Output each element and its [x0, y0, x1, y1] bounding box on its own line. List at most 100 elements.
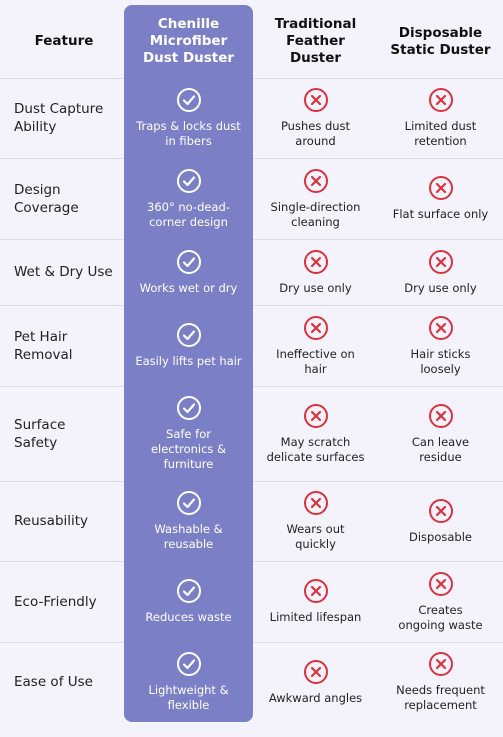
text-line: Reduces waste: [145, 610, 232, 624]
row-divider: [0, 158, 124, 159]
text-line: Dust Capture: [14, 101, 104, 117]
header-cell: Chenille Microfiber Dust Duster: [124, 5, 253, 78]
check-icon: [176, 249, 201, 274]
text-line: Traditional: [274, 16, 357, 32]
text-line: Removal: [14, 346, 73, 363]
text-line: Feather: [286, 33, 345, 49]
row-divider: [0, 305, 124, 306]
text-line: flexible: [167, 698, 210, 712]
cross-icon: [303, 491, 328, 515]
cross-icon: [303, 659, 328, 684]
row-divider: [253, 481, 503, 482]
feature-cell: Eco-Friendly: [14, 561, 122, 642]
cross-icon: [303, 579, 328, 603]
cross-icon: [303, 315, 328, 340]
feature-cell: Pet Hair Removal: [14, 305, 122, 386]
comparison-cell: Wears out quickly: [253, 481, 378, 561]
text-line: Ease of Use: [14, 674, 93, 690]
comparison-cell: Lightweight & flexible: [124, 642, 253, 722]
text-line: Lightweight &: [148, 683, 229, 697]
row-divider: [0, 78, 124, 79]
cross-icon: [303, 403, 328, 428]
comparison-cell: Reduces waste: [124, 561, 253, 642]
row-divider: [0, 642, 124, 643]
comparison-cell: Traps & locks dust in fibers: [124, 78, 253, 158]
comparison-cell: May scratch delicate surfaces: [253, 386, 378, 481]
cross-icon: [428, 571, 453, 596]
row-divider: [253, 561, 503, 562]
row-divider: [0, 239, 124, 240]
cross-icon: [428, 652, 453, 676]
text-line: furniture: [163, 457, 214, 471]
text-line: electronics &: [150, 442, 227, 456]
text-line: Pushes dust: [280, 119, 351, 133]
text-line: ongoing waste: [398, 617, 483, 632]
text-line: Hair sticks: [410, 346, 471, 361]
comparison-cell: 360° no-dead-corner design: [124, 158, 253, 239]
text-line: corner design: [149, 214, 228, 229]
text-line: Easily lifts pet hair: [135, 354, 242, 368]
text-line: reusable: [163, 537, 214, 551]
feature-cell: Wet & Dry Use: [14, 239, 122, 305]
feature-cell: Surface Safety: [14, 386, 122, 481]
feature-cell: Design Coverage: [14, 158, 122, 239]
text-line: delicate surfaces: [266, 449, 365, 464]
row-divider: [253, 642, 503, 643]
text-line: Reusability: [14, 513, 89, 529]
text-line: Ineffective on: [276, 346, 355, 361]
row-divider: [253, 305, 503, 306]
text-line: Pet Hair: [14, 328, 68, 345]
comparison-cell: Limited lifespan: [253, 561, 378, 642]
text-line: around: [295, 134, 336, 148]
text-line: Duster: [289, 50, 342, 66]
row-divider: [253, 78, 503, 79]
text-line: Design: [14, 181, 61, 198]
text-line: Wears out: [286, 522, 345, 536]
cross-icon: [428, 498, 453, 523]
check-icon: [176, 88, 201, 112]
cross-icon: [303, 249, 328, 274]
comparison-cell: Ineffective on hair: [253, 305, 378, 386]
comparison-cell: Works wet or dry: [124, 239, 253, 305]
feature-cell: Ease of Use: [14, 642, 122, 722]
cross-icon: [303, 88, 328, 112]
text-line: Disposable: [398, 24, 483, 41]
text-line: Can leave: [411, 434, 470, 449]
row-divider: [0, 481, 124, 482]
comparison-cell: Can leave residue: [378, 386, 503, 481]
check-icon: [176, 652, 201, 676]
text-line: quickly: [295, 537, 336, 551]
cross-icon: [428, 403, 453, 428]
comparison-cell: Dry use only: [253, 239, 378, 305]
text-line: Safety: [14, 434, 58, 451]
text-line: Dry use only: [279, 280, 352, 295]
text-line: Limited dust: [404, 119, 477, 133]
header-cell: Traditional Feather Duster: [253, 5, 378, 78]
text-line: Traps & locks dust: [136, 119, 241, 133]
comparison-cell: Single-direction cleaning: [253, 158, 378, 239]
comparison-cell: Hair sticks loosely: [378, 305, 503, 386]
cross-icon: [428, 315, 453, 340]
text-line: Coverage: [14, 199, 79, 216]
comparison-cell: Disposable: [378, 481, 503, 561]
text-line: Eco-Friendly: [14, 593, 97, 610]
text-line: retention: [414, 134, 467, 148]
text-line: Dust Duster: [142, 50, 235, 66]
text-line: Safe for: [166, 427, 211, 441]
feature-cell: Reusability: [14, 481, 122, 561]
header-cell: Feature: [10, 5, 118, 78]
text-line: Needs frequent: [396, 683, 485, 697]
comparison-cell: Creates ongoing waste: [378, 561, 503, 642]
row-divider: [0, 386, 124, 387]
check-icon: [176, 323, 201, 347]
comparison-cell: Limited dust retention: [378, 78, 503, 158]
check-icon: [176, 579, 201, 603]
text-line: Wet & Dry Use: [14, 264, 113, 280]
cross-icon: [428, 249, 453, 274]
text-line: loosely: [420, 361, 461, 376]
text-line: Limited lifespan: [269, 610, 362, 624]
text-line: cleaning: [291, 214, 340, 229]
cross-icon: [303, 168, 328, 193]
comparison-cell: Needs frequent replacement: [378, 642, 503, 722]
